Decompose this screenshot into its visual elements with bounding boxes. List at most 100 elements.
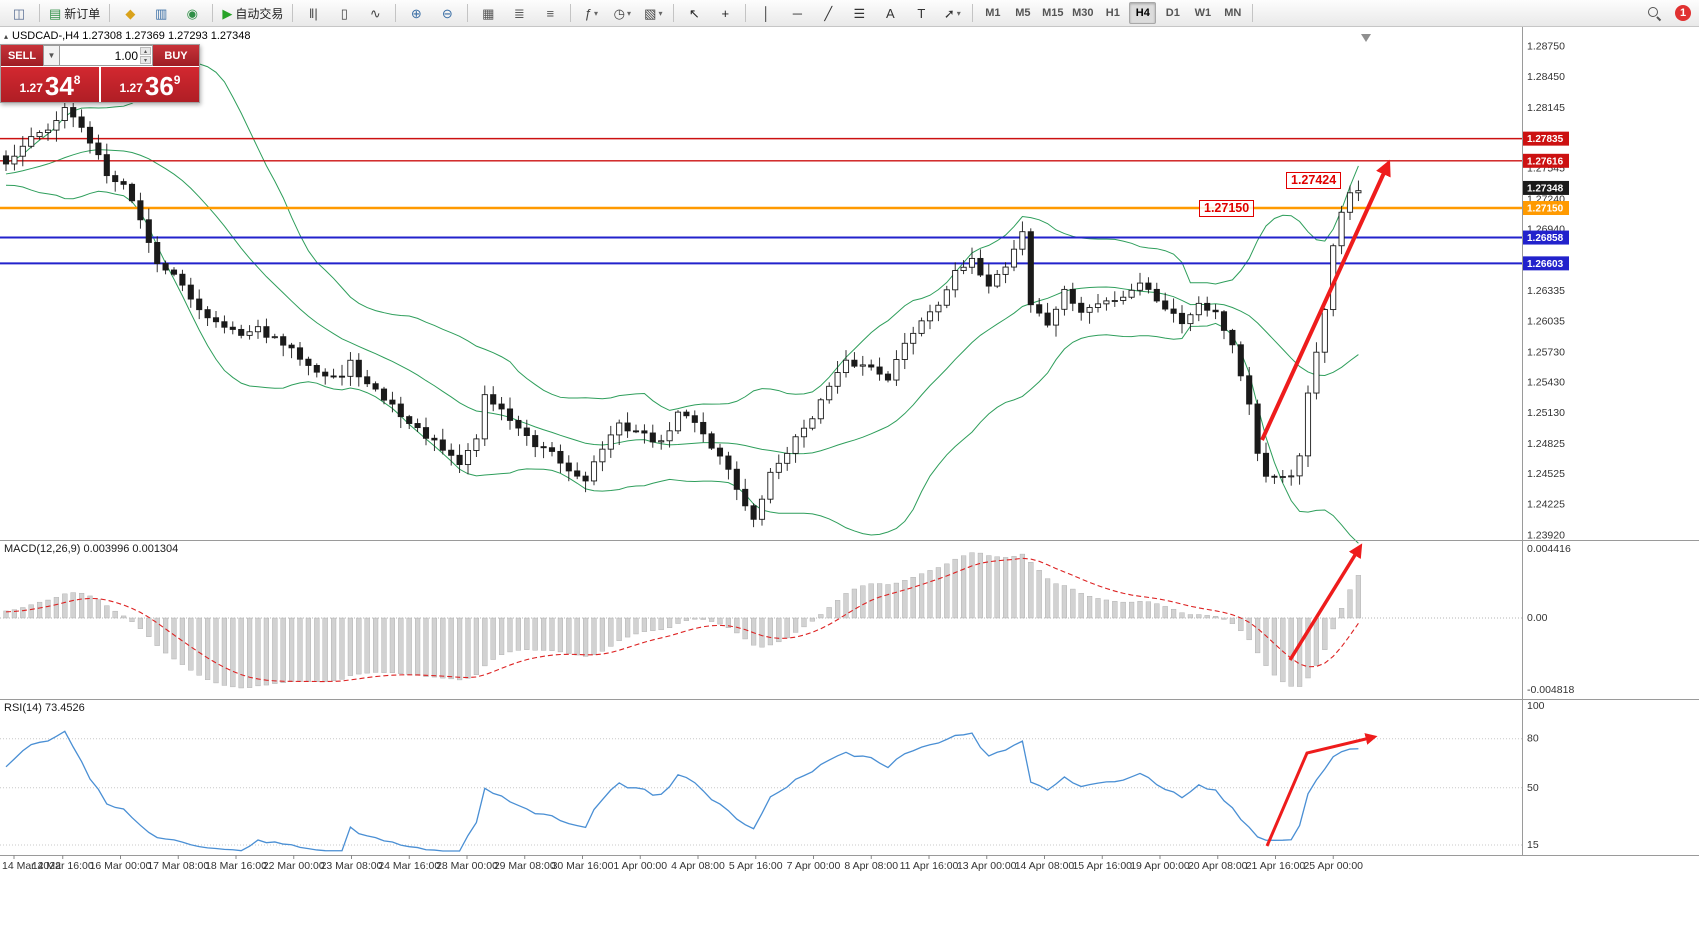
bar-chart-button[interactable]: ‖| bbox=[298, 1, 328, 25]
arrows-object-button[interactable]: ➚ ▾ bbox=[937, 1, 967, 25]
price-tag bbox=[1523, 180, 1569, 195]
indicators-list-button[interactable]: ≣ bbox=[504, 1, 534, 25]
price-tag-label: 1.27835 bbox=[1527, 134, 1564, 145]
dropdown-arrow-icon: ▾ bbox=[593, 8, 598, 18]
trend-arrow-object[interactable] bbox=[1288, 543, 1363, 661]
rsi-scale-label: 15 bbox=[1527, 839, 1539, 851]
time-axis-label: 20 Apr 08:00 bbox=[1188, 860, 1248, 872]
rsi-scale-label: 80 bbox=[1527, 733, 1539, 745]
volume-input[interactable] bbox=[60, 46, 152, 65]
zoom-out-button[interactable]: ⊖ bbox=[432, 1, 462, 25]
price-tag-label: 1.27616 bbox=[1527, 156, 1564, 167]
rsi-scale-label: 100 bbox=[1527, 700, 1545, 712]
timeframe-m30-button[interactable]: M30 bbox=[1072, 7, 1094, 19]
add-indicator-button[interactable]: ƒ ▾ bbox=[576, 1, 606, 25]
time-axis-label: 8 Apr 08:00 bbox=[844, 860, 898, 872]
autotrading-button[interactable]: ▶ 自动交易 bbox=[218, 1, 287, 25]
toolbar: ◫ ▤ 新订单 ◆ ▥ ◉ ▶ 自动交易 ‖| ▯ ∿ ⊕ ⊖ ▦ ≣ ≡ ƒ ▾ ◷ ▾ ▧ ▾ ↖ + │ ─ ╱ ☰ A T ➚ ▾ M1… bbox=[0, 0, 1699, 27]
volume-field-wrap: ▴▾ bbox=[60, 45, 153, 66]
text-icon: A bbox=[885, 5, 895, 21]
one-click-trading-panel: SELL ▼ ▴▾ BUY 1.27 34 8 1.27 36 9 bbox=[0, 44, 200, 103]
vertical-line-button[interactable]: │ bbox=[751, 1, 781, 25]
line-chart-button[interactable]: ∿ bbox=[360, 1, 390, 25]
search-button[interactable] bbox=[1639, 1, 1669, 25]
timeframe-mn-button[interactable]: MN bbox=[1224, 7, 1242, 19]
text-button[interactable]: A bbox=[875, 1, 905, 25]
objects-list-icon: ≡ bbox=[546, 5, 555, 21]
timeframe-m15-button[interactable]: M15 bbox=[1042, 7, 1064, 19]
buy-button[interactable]: BUY bbox=[153, 45, 199, 66]
time-axis-label: 17 Mar 08:00 bbox=[147, 860, 209, 872]
price-callout-object[interactable]: 1.27150 bbox=[1199, 200, 1255, 217]
buy-price-button[interactable]: 1.27 36 9 bbox=[101, 67, 199, 102]
price-scale-label: 1.26335 bbox=[1527, 285, 1565, 297]
timeframe-w1-button[interactable]: W1 bbox=[1194, 7, 1212, 19]
profiles-button[interactable]: ◆ bbox=[115, 1, 145, 25]
volume-preset-dropdown[interactable]: ▼ bbox=[43, 45, 60, 66]
price-tag bbox=[1523, 256, 1569, 271]
time-axis-label: 4 Apr 08:00 bbox=[671, 860, 725, 872]
timeframe-h1-button[interactable]: H1 bbox=[1105, 7, 1120, 19]
cursor-button[interactable]: ↖ bbox=[679, 1, 709, 25]
time-axis-label: 21 Apr 16:00 bbox=[1246, 860, 1306, 872]
toolbar-separator bbox=[972, 4, 974, 22]
price-tag-label: 1.26858 bbox=[1527, 233, 1564, 244]
collapse-triangle-icon[interactable]: ▴ bbox=[4, 31, 9, 41]
price-tag-label: 1.26603 bbox=[1527, 259, 1564, 270]
arrows-object-icon: ➚ bbox=[943, 5, 955, 21]
toolbar-separator bbox=[212, 4, 214, 22]
label-button[interactable]: T bbox=[906, 1, 936, 25]
candlestick-chart-icon: ▯ bbox=[340, 5, 348, 21]
spin-up-icon[interactable]: ▴ bbox=[140, 47, 151, 55]
zoom-out-icon: ⊖ bbox=[441, 5, 453, 21]
trend-arrow-object[interactable] bbox=[1260, 159, 1391, 441]
tile-windows-button[interactable]: ▦ bbox=[473, 1, 503, 25]
volume-spinner[interactable]: ▴ ▾ bbox=[140, 47, 151, 64]
autotrading-button-label: 自动交易 bbox=[235, 6, 284, 21]
timeframe-d1-button[interactable]: D1 bbox=[1165, 7, 1180, 19]
horizontal-line-icon: ─ bbox=[792, 5, 802, 21]
chart-shift-marker bbox=[1361, 34, 1371, 42]
cursor-icon: ↖ bbox=[688, 5, 700, 21]
timeframe-m1-button[interactable]: M1 bbox=[985, 7, 1001, 19]
new-chart-button[interactable]: ◫ bbox=[4, 1, 34, 25]
buy-price-big: 36 bbox=[144, 70, 174, 101]
notification-badge[interactable]: 1 bbox=[1675, 5, 1691, 21]
fibonacci-button[interactable]: ☰ bbox=[844, 1, 874, 25]
sell-price-button[interactable]: 1.27 34 8 bbox=[1, 67, 99, 102]
zoom-in-button[interactable]: ⊕ bbox=[401, 1, 431, 25]
time-axis-label: 14 Apr 08:00 bbox=[1015, 860, 1075, 872]
candlestick-chart-button[interactable]: ▯ bbox=[329, 1, 359, 25]
new-order-icon: ▤ bbox=[49, 5, 62, 21]
template-icon: ▧ bbox=[644, 5, 657, 21]
horizontal-line-button[interactable]: ─ bbox=[782, 1, 812, 25]
sell-button[interactable]: SELL bbox=[1, 45, 43, 66]
market-watch-button[interactable]: ▥ bbox=[146, 1, 176, 25]
price-scale-label: 1.24825 bbox=[1527, 438, 1565, 450]
navigator-button[interactable]: ◉ bbox=[177, 1, 207, 25]
time-axis-label: 19 Apr 00:00 bbox=[1130, 860, 1190, 872]
template-button[interactable]: ▧ ▾ bbox=[638, 1, 668, 25]
price-callout-object[interactable]: 1.27424 bbox=[1286, 172, 1342, 189]
price-scale-label: 1.23920 bbox=[1527, 530, 1565, 542]
timeframe-m5-button[interactable]: M5 bbox=[1015, 7, 1031, 19]
buy-price-prefix: 1.27 bbox=[119, 81, 143, 95]
time-axis-label: 28 Mar 00:00 bbox=[436, 860, 498, 872]
rsi-indicator-label: RSI(14) 73.4526 bbox=[4, 702, 85, 714]
macd-histogram bbox=[3, 552, 1362, 689]
bollinger-bands bbox=[5, 62, 1359, 544]
trendline-button[interactable]: ╱ bbox=[813, 1, 843, 25]
chart-legend: ▴ USDCAD-,H4 1.27308 1.27369 1.27293 1.2… bbox=[4, 30, 251, 42]
trend-arrow-object[interactable] bbox=[1265, 733, 1378, 847]
toolbar-separator bbox=[673, 4, 675, 22]
chart-canvas[interactable]: 1.287501.284501.281451.275451.272401.269… bbox=[0, 27, 1699, 947]
objects-list-button[interactable]: ≡ bbox=[535, 1, 565, 25]
timeframe-h4-button[interactable]: H4 bbox=[1129, 2, 1157, 24]
new-order-button[interactable]: ▤ 新订单 bbox=[45, 1, 104, 25]
periods-button[interactable]: ◷ ▾ bbox=[607, 1, 637, 25]
spin-down-icon[interactable]: ▾ bbox=[140, 56, 151, 64]
price-scale-label: 1.25430 bbox=[1527, 377, 1565, 389]
crosshair-button[interactable]: + bbox=[710, 1, 740, 25]
price-tag-label: 1.27348 bbox=[1527, 183, 1564, 194]
macd-signal-line bbox=[5, 557, 1359, 683]
